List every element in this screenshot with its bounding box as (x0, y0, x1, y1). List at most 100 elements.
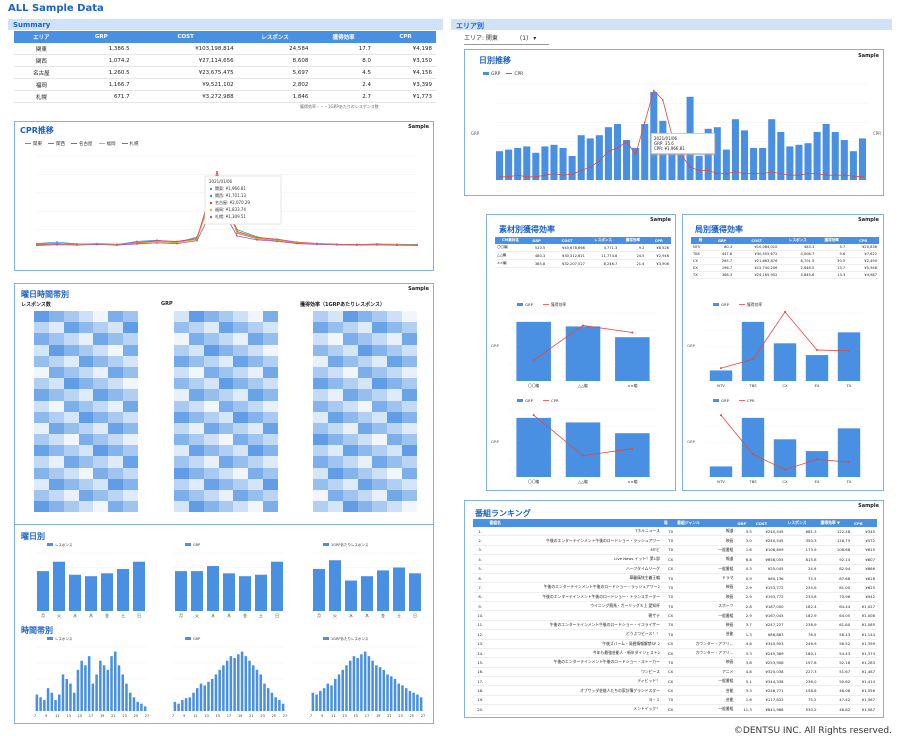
ranking-row[interactable]: 8. 午後のエンターテインメント午後のロードショー・トランスポーター TX 映画 2.9… (473, 592, 877, 603)
heatmap-cell (93, 456, 109, 468)
table-cell: 3.7 (735, 620, 754, 631)
column-header[interactable]: 獲得効率 (312, 31, 376, 43)
heatmap-cell (63, 434, 79, 446)
column-header[interactable]: レスポンス (237, 31, 313, 43)
column-header[interactable]: COST (734, 237, 780, 244)
column-header[interactable]: 獲得効率 ▼ (818, 519, 853, 527)
table-row[interactable]: 〇〇編 520.5 ¥40,678,666 4,771.3 9.2 ¥8,526 (495, 244, 671, 252)
tooltip-item: 関東: ¥1,966.81 (215, 185, 246, 191)
hourly-bar (419, 697, 423, 711)
cpr-point (634, 153, 637, 156)
table-row[interactable]: 福岡 1,166.7 ¥9,521,102 2,802 2.4 ¥3,399 (14, 78, 436, 91)
column-header[interactable]: COST (753, 519, 786, 527)
day-label: 金 (105, 613, 109, 618)
column-header[interactable]: 獲得効率 (619, 237, 647, 244)
heatmap-cell (402, 456, 418, 468)
ranking-row[interactable]: 18. オブサッダ芸能人たちの家計簿グランドスター CX 芸能 3.3 ¥246,771 1… (473, 685, 877, 696)
column-header[interactable]: 番組名 (487, 519, 662, 527)
ranking-row[interactable]: 11. 午後のエンターテインメント午後のロードショー・イコライザー TX 映画 3.7 ¥… (473, 620, 877, 631)
table-cell: 午後のエンターテインメント午後のロードショー・ラッシュアワー (487, 535, 662, 546)
column-header[interactable]: GRP (710, 237, 735, 244)
column-header[interactable]: CM素材名 (495, 237, 527, 244)
ranking-row[interactable]: 4. Live News イット！第1部 CX 報道 6.8 ¥658,055 815.8 9… (473, 554, 877, 565)
table-cell: 56.52 (818, 639, 853, 649)
heatmap-cell (173, 311, 189, 323)
ranking-row[interactable]: 3. MTビ TX 一般番組 1.6 ¥106,809 173.9 108.68 ¥615 (473, 545, 877, 556)
table-row[interactable]: 関西 1,074.2 ¥27,114,656 8,608 8.0 ¥3,150 (14, 54, 436, 67)
grp-bar (741, 417, 765, 477)
table-row[interactable]: CX 285.7 ¥21,663,876 8,701.5 30.5 ¥2,490 (691, 257, 879, 265)
ranking-row[interactable]: 13. 午後ズバーム・発掘情報解禁SP 2 CX カウンター・アフリ… 4.6 ¥345,… (473, 639, 877, 649)
heatmap-cell (173, 434, 189, 446)
column-header[interactable]: レスポンス (586, 237, 620, 244)
legend-swatch (47, 543, 53, 546)
heatmap-cell (248, 355, 264, 367)
material-table: CM素材名 GRP COST レスポンス 獲得効率 CPR 〇〇編 520.5 ¥40,678,… (495, 237, 671, 268)
table-row[interactable]: NTV 80.3 ¥10,084,010 483.3 5.7 ¥20,836 (691, 244, 879, 251)
column-header[interactable]: GRP (735, 519, 754, 527)
ranking-row[interactable]: 15. 午後のエンターテインメント午後のロードショー・ストーカー TX 映画 3.8 ¥2… (473, 657, 877, 668)
table-row[interactable]: EX 196.7 ¥15,740,206 2,646.5 13.7 ¥5,948 (691, 264, 879, 272)
ranking-row[interactable]: 19. ヨ・１ TX 芸能 1.6 ¥117,832 75.2 47.42 ¥1,567 (473, 695, 877, 706)
ranking-row[interactable]: 5. ハーフタイムリーグ CX 一般番組 0.3 ¥25,045 24.9 82.94 ¥866 (473, 564, 877, 574)
table-row[interactable]: 札幌 671.7 ¥3,272,988 1,846 2.7 ¥1,773 (14, 90, 436, 103)
ranking-row[interactable]: 2. 午後のエンターテインメント午後のロードショー・ラッシュアワー TX 映画 3.0 ¥… (473, 535, 877, 546)
heatmap-cell (248, 422, 264, 435)
column-header[interactable]: CPR (646, 237, 671, 244)
ranking-row[interactable]: 7. 午後のエンターテインメント午後のロードショー・ラッシュアワー2 TX 映画 2.9… (473, 582, 877, 593)
column-header[interactable]: GRP (526, 237, 548, 244)
heatmap-cell (327, 311, 343, 323)
column-header[interactable]: GRP (68, 31, 134, 43)
hourly-bar (192, 692, 195, 711)
table-cell: 16. (473, 667, 488, 678)
ranking-row[interactable]: 17. ディビッド！ CX 一般番組 5.1 ¥344,338 236.0 50.62 ¥1,4… (473, 676, 877, 687)
cpr-point (662, 99, 664, 101)
ranking-row[interactable]: 9. ウイニング競馬・ガーリッグＳ上 愛知杯 TX スポーツ 2.8 ¥187,000 18… (473, 601, 877, 612)
table-row[interactable]: TBS 447.8 ¥30,555,672 4,008.7 9.6 ¥7,622 (691, 250, 879, 258)
heatmap-cell (188, 355, 204, 367)
column-header[interactable]: COST (133, 31, 238, 43)
table-row[interactable]: 関東 1,386.5 ¥103,198,814 24,584 17.7 ¥4,198 (14, 43, 436, 55)
table-cell: ¥103,198,814 (133, 43, 238, 55)
column-header[interactable]: エリア (14, 31, 69, 43)
heatmap-cell (33, 311, 49, 323)
column-header[interactable]: レスポンス (785, 519, 819, 527)
ranking-row[interactable]: 14. 今年も最強芸能人・新年ダイジェスト2 CX カウンター・アフリ… 3.3 ¥245… (473, 648, 877, 659)
heatmap-cell (159, 456, 174, 468)
legend-label: レスポンス (55, 636, 73, 641)
heatmap-cell (233, 478, 249, 490)
ranking-row[interactable]: 16. ワンピース CX アニメ 4.8 ¥325,038 227.3 51.67 ¥1,487 (473, 667, 877, 678)
legend-cpr: CPR (514, 72, 524, 77)
table-row[interactable]: △△編 480.3 ¥30,312,621 11,774.8 24.5 ¥2,946 (495, 251, 671, 260)
column-header[interactable]: CPR (852, 519, 877, 527)
column-header[interactable]: 獲得効率 (816, 237, 848, 244)
column-header[interactable]: 局 (661, 519, 676, 527)
column-header[interactable]: レスポンス (779, 237, 817, 244)
heatmap-cell (108, 478, 124, 490)
heatmap-cell (218, 434, 234, 446)
day-label: 金 (243, 613, 247, 618)
ranking-row[interactable]: 12. どうぶつピース！！ TX 芸能 1.3 ¥86,863 76.5 58.43 ¥1,14… (473, 629, 877, 640)
hour-tick: 9 (321, 714, 323, 718)
weekday-bar (53, 561, 65, 611)
legend-item: 札幌 (121, 141, 139, 147)
ranking-row[interactable]: 20. メントイック！ CX 一般番組 11.3 ¥841,968 530.2 46.82 ¥1… (473, 704, 877, 715)
area-filter[interactable]: エリア: 関東 (1) ▾ (464, 33, 549, 45)
table-cell: 92.14 (818, 554, 853, 565)
column-header[interactable]: CPR (375, 31, 436, 43)
ranking-row[interactable]: 10. 朝ザテ CX 一般番組 2.9 ¥167,045 182.9 64.05 ¥1,008 (473, 610, 877, 621)
area-filter-count: (1) (519, 35, 529, 42)
column-header[interactable]: 局 (691, 237, 711, 244)
ranking-row[interactable]: 1. Tホルニュース TX 報道 3.5 ¥240,545 681.3 122.48 ¥345 (473, 527, 877, 537)
column-header[interactable] (473, 519, 488, 527)
heatmap-cell (312, 333, 328, 345)
table-row[interactable]: 名古屋 1,260.5 ¥23,675,475 5,697 4.5 ¥4,156 (14, 66, 436, 79)
ranking-row[interactable]: 6. 華麗痛快主義王編 TX ドラマ 0.9 ¥60,136 75.5 87.68 ¥818 (473, 573, 877, 584)
column-header[interactable]: COST (547, 237, 587, 244)
column-header[interactable]: CPR (847, 237, 879, 244)
table-row[interactable]: TX 368.3 ¥24,165,952 4,845.6 13.3 ¥4,987 (691, 271, 879, 279)
column-header[interactable]: 番組ジャンル (675, 519, 736, 527)
heatmap-cell (138, 344, 153, 356)
heatmap-cell (327, 490, 343, 502)
table-row[interactable]: ××編 385.8 ¥32,207,527 8,246.7 21.4 ¥3,906 (495, 259, 671, 268)
